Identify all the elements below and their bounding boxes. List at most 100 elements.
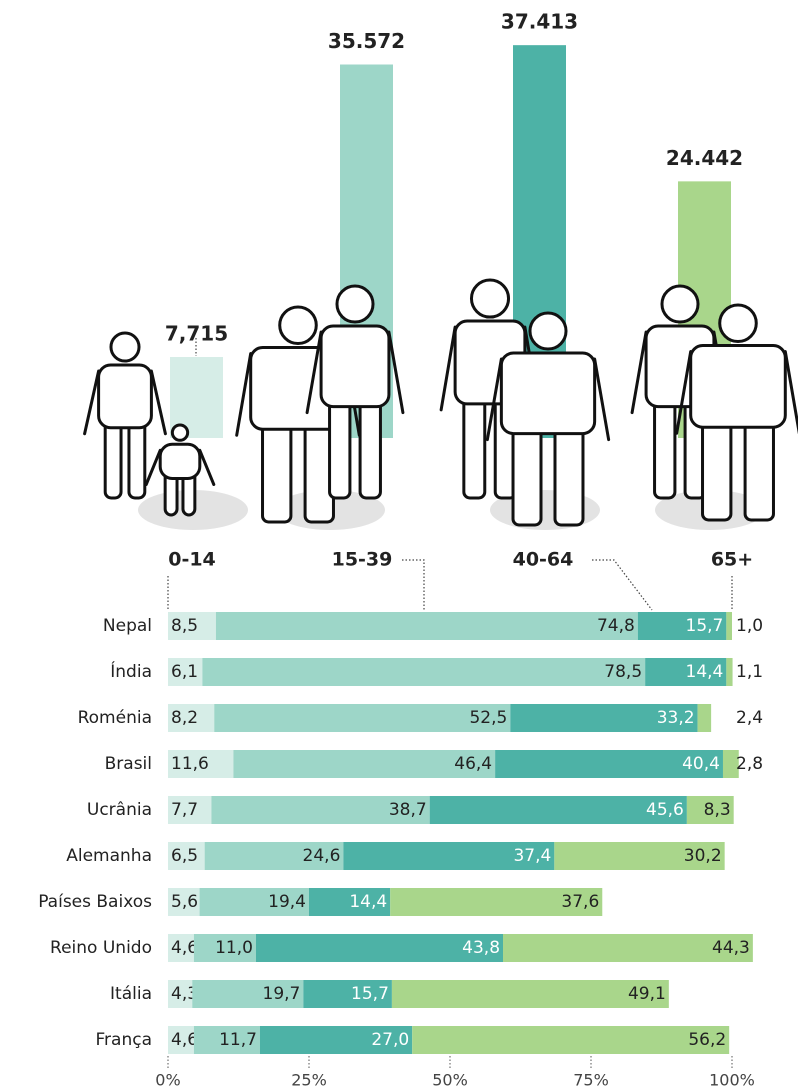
y-tick-label: Reino Unido	[50, 938, 152, 958]
leg	[511, 424, 543, 527]
y-tick-label: Nepal	[103, 616, 152, 636]
value-label: 2,8	[736, 754, 763, 774]
leg	[127, 418, 147, 500]
arm	[305, 330, 405, 415]
value-label: 7,715	[165, 321, 228, 345]
figure	[235, 305, 361, 524]
arm	[83, 369, 167, 436]
leg	[553, 424, 585, 527]
torso	[499, 351, 597, 436]
category-label: 40-64	[513, 549, 574, 571]
value-label: 14,4	[686, 662, 724, 682]
value-label: 43,8	[462, 938, 500, 958]
bar-segment	[726, 612, 732, 640]
value-label: 11,0	[215, 938, 253, 958]
bar-segment	[637, 612, 727, 640]
value-label: 46,4	[454, 754, 492, 774]
value-label: 5,6	[171, 892, 198, 912]
bar-segment	[259, 1026, 413, 1054]
value-label: 15,7	[686, 616, 724, 636]
x-tick-label: 0%	[155, 1071, 180, 1090]
bar-segment	[303, 980, 392, 1008]
bar-segment	[214, 704, 511, 732]
value-label: 4,6	[171, 1030, 198, 1050]
value-label: 6,1	[171, 662, 198, 682]
bar-segment	[168, 612, 216, 640]
bar-segment	[645, 658, 727, 686]
value-label: 8,2	[171, 708, 198, 728]
leg	[462, 394, 487, 500]
value-label: 40,4	[682, 754, 720, 774]
arm	[144, 448, 216, 486]
bar-segment	[503, 934, 753, 962]
value-label: 38,7	[389, 800, 427, 820]
leg	[653, 397, 677, 500]
value-label: 49,1	[628, 984, 666, 1004]
bar-segment	[255, 934, 504, 962]
y-tick-label: Ucrânia	[87, 800, 152, 820]
y-tick-label: Países Baixos	[38, 892, 152, 912]
y-tick-label: Alemanha	[66, 846, 152, 866]
value-label: 27,0	[371, 1030, 409, 1050]
leg	[261, 419, 293, 524]
value-label: 78,5	[604, 662, 642, 682]
value-label: 8,5	[171, 616, 198, 636]
value-label: 24,6	[303, 846, 341, 866]
bar-segment	[199, 888, 309, 916]
value-label: 30,2	[684, 846, 722, 866]
value-label: 4,3	[171, 984, 198, 1004]
bar-segment	[204, 842, 344, 870]
connector	[592, 559, 653, 611]
head	[469, 278, 511, 319]
bar-segment	[168, 796, 212, 824]
category-label: 65+	[711, 549, 753, 571]
head	[109, 331, 141, 363]
x-tick-label: 50%	[432, 1071, 468, 1090]
torso	[158, 442, 202, 480]
leg	[701, 417, 733, 522]
bar-segment	[686, 796, 734, 824]
head	[335, 284, 375, 324]
leg	[328, 397, 352, 500]
bar-segment	[168, 934, 194, 962]
leg	[743, 417, 775, 522]
figure	[305, 284, 405, 500]
value-label: 74,8	[597, 616, 635, 636]
connector	[402, 559, 425, 610]
leg	[358, 397, 382, 500]
value-label: 8,3	[704, 800, 731, 820]
bar-segment	[495, 750, 723, 778]
bar-segment	[390, 888, 603, 916]
y-tick-label: Roménia	[78, 708, 152, 728]
value-label: 45,6	[646, 800, 684, 820]
value-label: 19,4	[268, 892, 306, 912]
figure	[144, 423, 216, 517]
value-label: 2,4	[736, 708, 763, 728]
head	[278, 305, 318, 346]
value-label: 33,2	[657, 708, 695, 728]
head	[718, 303, 758, 344]
x-tick-label: 100%	[709, 1071, 755, 1090]
bar-segment	[168, 750, 234, 778]
torso	[689, 344, 787, 429]
value-label: 56,2	[688, 1030, 726, 1050]
arm	[675, 350, 798, 435]
bar-segment	[697, 704, 712, 732]
value-label: 11,7	[219, 1030, 257, 1050]
head	[660, 284, 700, 324]
torso	[319, 324, 391, 409]
bar-segment	[168, 980, 193, 1008]
bar-segment	[343, 842, 555, 870]
category-label: 0-14	[168, 549, 216, 571]
arm	[485, 357, 611, 442]
value-label: 24.442	[666, 146, 743, 170]
bar-segment	[726, 658, 733, 686]
bar-segment	[168, 704, 215, 732]
value-label: 14,4	[349, 892, 387, 912]
value-label: 52,5	[469, 708, 507, 728]
value-label: 37,6	[561, 892, 599, 912]
value-label: 1,1	[736, 662, 763, 682]
head	[528, 311, 568, 351]
torso	[97, 363, 153, 430]
